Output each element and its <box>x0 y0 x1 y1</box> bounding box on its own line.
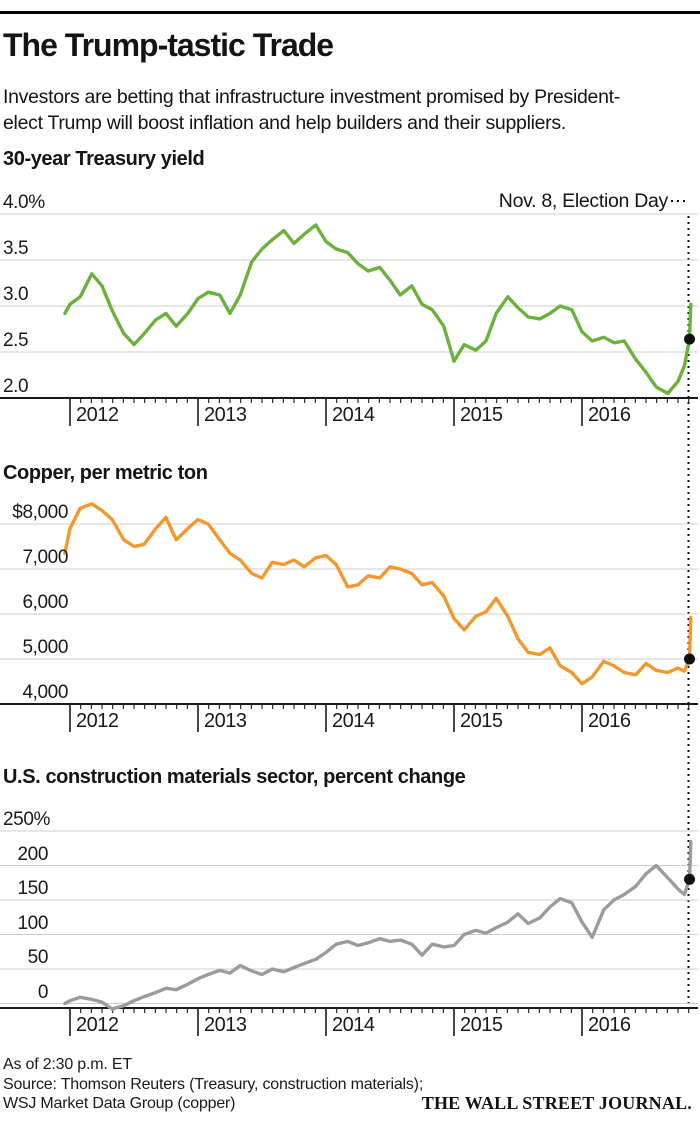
chart-title-construction: U.S. construction materials sector, perc… <box>3 766 466 788</box>
y-axis-label: 6,000 <box>22 592 68 613</box>
footer: As of 2:30 p.m. ET Source: Thomson Reute… <box>3 1055 423 1114</box>
election-day-label: Nov. 8, Election Day <box>498 190 669 212</box>
x-axis-label: 2015 <box>460 404 503 426</box>
y-axis-label: 150 <box>17 878 48 899</box>
election-endpoint-dot-treasury <box>684 333 696 345</box>
election-endpoint-dot-copper <box>684 653 696 665</box>
y-axis-label: $8,000 <box>12 502 68 523</box>
x-axis-label: 2013 <box>204 404 247 426</box>
y-axis-label: 7,000 <box>22 547 68 568</box>
x-axis-label: 2016 <box>588 710 631 732</box>
x-axis-label: 2014 <box>332 404 375 426</box>
x-axis-label: 2015 <box>460 1014 503 1036</box>
x-axis-label: 2012 <box>76 710 119 732</box>
y-axis-label: 200 <box>17 843 48 865</box>
y-axis-label: 3.0 <box>3 284 29 305</box>
footer-source-line2: WSJ Market Data Group (copper) <box>3 1095 236 1112</box>
series-line-construction <box>63 839 693 1011</box>
x-axis-label: 2013 <box>204 1014 247 1036</box>
x-axis-label: 2012 <box>76 404 119 426</box>
y-axis-label: 50 <box>27 947 49 968</box>
election-endpoint-dot-construction <box>684 873 696 885</box>
x-axis-label: 2014 <box>332 710 375 732</box>
x-axis-label: 2016 <box>588 404 631 426</box>
y-axis-label: 100 <box>17 912 48 934</box>
x-axis-label: 2012 <box>76 1014 119 1036</box>
page-subtitle-line1: Investors are betting that infrastructur… <box>3 86 620 108</box>
x-axis-label: 2016 <box>588 1014 631 1036</box>
footer-asof: As of 2:30 p.m. ET <box>3 1056 132 1073</box>
page-subtitle: Investors are betting that infrastructur… <box>3 84 653 136</box>
chart-title-treasury: 30-year Treasury yield <box>3 148 205 170</box>
series-line-copper <box>63 502 693 686</box>
series-line-treasury <box>63 223 693 396</box>
footer-source-line1: Source: Thomson Reuters (Treasury, const… <box>3 1075 424 1093</box>
y-axis-label: 4,000 <box>22 682 68 703</box>
wsj-logo: THE WALL STREET JOURNAL. <box>421 1093 692 1113</box>
page-title: The Trump-tastic Trade <box>3 27 334 63</box>
y-axis-label: 2.5 <box>3 330 29 351</box>
x-axis-label: 2014 <box>332 1014 375 1036</box>
y-axis-label: 3.5 <box>3 238 29 259</box>
y-axis-label: 250% <box>3 809 50 830</box>
page-subtitle-line2: elect Trump will boost inflation and hel… <box>3 112 566 134</box>
y-axis-label: 2.0 <box>3 376 29 397</box>
top-rule <box>0 11 700 14</box>
y-axis-label: 0 <box>37 981 49 1003</box>
y-axis-label: 4.0% <box>3 192 45 213</box>
chart-title-copper: Copper, per metric ton <box>3 462 208 484</box>
y-axis-label: 5,000 <box>22 637 68 658</box>
x-axis-label: 2013 <box>204 710 247 732</box>
x-axis-label: 2015 <box>460 710 503 732</box>
